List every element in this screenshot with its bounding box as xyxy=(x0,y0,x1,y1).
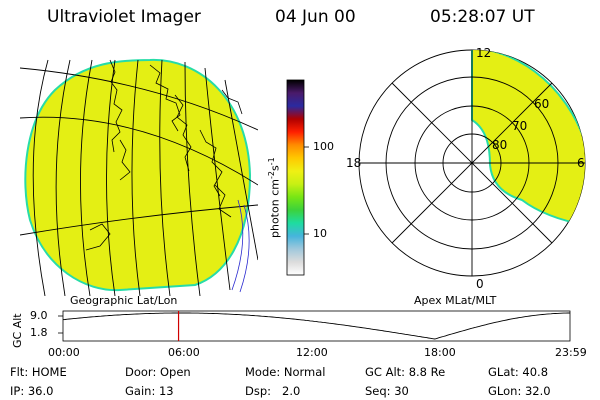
alt-xtick-1800: 18:00 xyxy=(424,346,456,359)
alt-xtick-2359: 23:59 xyxy=(555,346,587,359)
status-door: Door: Open xyxy=(125,365,191,379)
coastlines xyxy=(85,59,243,251)
colorbar-tick-100: 100 xyxy=(313,140,334,153)
altitude-plot xyxy=(58,310,571,342)
instrument-title: Ultraviolet Imager xyxy=(47,7,201,27)
colorbar-tick-10: 10 xyxy=(313,227,327,240)
time-label: 05:28:07 UT xyxy=(430,7,535,27)
apex-lat-60: 60 xyxy=(534,97,550,111)
alt-xtick-0000: 00:00 xyxy=(48,346,80,359)
apex-mlt-6: 6 xyxy=(577,156,585,170)
apex-polar-plot xyxy=(358,49,586,277)
apex-auroral-image xyxy=(471,50,585,227)
alt-xtick-0600: 06:00 xyxy=(168,346,200,359)
colorbar xyxy=(286,79,305,276)
status-dsp: Dsp: 2.0 xyxy=(245,384,301,398)
parallel-lines xyxy=(20,67,258,236)
status-mode: Mode: Normal xyxy=(245,365,326,379)
gc-alt-axis-label: GC Alt xyxy=(11,313,24,348)
status-glon: GLon: 32.0 xyxy=(488,384,551,398)
apex-mlt-18: 18 xyxy=(346,156,362,170)
coastline-blue xyxy=(231,199,250,293)
alt-ytick-1-8: 1.8 xyxy=(30,326,48,339)
geo-auroral-image xyxy=(24,58,252,292)
apex-panel-label: Apex MLat/MLT xyxy=(414,294,497,307)
status-ip: IP: 36.0 xyxy=(10,384,54,398)
date-label: 04 Jun 00 xyxy=(275,7,356,27)
alt-ytick-9: 9.0 xyxy=(30,309,48,322)
geo-panel-label: Geographic Lat/Lon xyxy=(70,294,178,307)
alt-xtick-1200: 12:00 xyxy=(296,346,328,359)
apex-mlt-12: 12 xyxy=(476,46,492,60)
colorbar-group xyxy=(286,79,309,276)
altitude-curve xyxy=(62,312,570,340)
apex-mlt-0: 0 xyxy=(476,277,484,291)
status-gc-alt: GC Alt: 8.8 Re xyxy=(365,365,446,379)
status-seq: Seq: 30 xyxy=(365,384,409,398)
colorbar-unit-label: photon cm-2s-1 xyxy=(267,157,282,238)
status-gain: Gain: 13 xyxy=(125,384,174,398)
apex-lat-70: 70 xyxy=(512,119,528,133)
status-glat: GLat: 40.8 xyxy=(488,365,549,379)
status-flt: Flt: HOME xyxy=(10,365,67,379)
apex-lat-80: 80 xyxy=(492,138,508,152)
meridian-lines xyxy=(32,59,258,296)
